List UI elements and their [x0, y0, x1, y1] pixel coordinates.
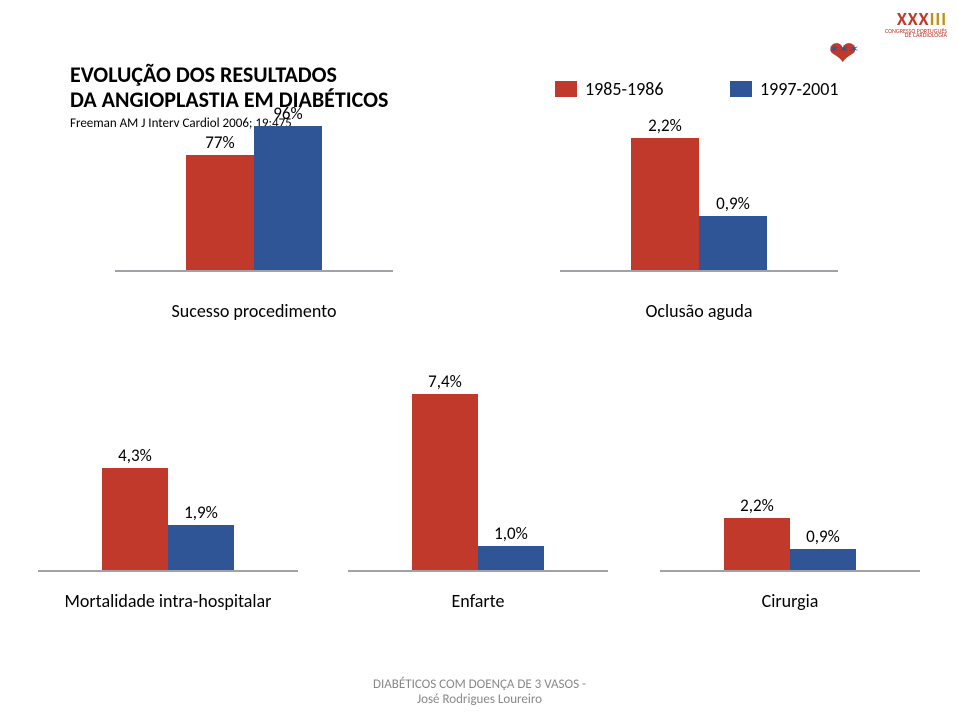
caption: Mortalidade intra-hospitalar: [38, 590, 298, 612]
bar-a-label: 7,4%: [412, 371, 478, 394]
bar-b: 96%: [254, 126, 322, 270]
slide-title: EVOLUÇÃO DOS RESULTADOS DA ANGIOPLASTIA …: [70, 62, 388, 113]
bar-a: 4,3%: [102, 468, 168, 570]
event-logo: XXXIII CONGRESSO PORTUGUÊS DE CARDIOLOGI…: [827, 8, 947, 72]
bar-a-label: 2,2%: [631, 115, 699, 138]
slide: { "colors": { "series_a": "#c0392b", "se…: [0, 0, 959, 716]
legend-a: 1985-1986: [555, 78, 664, 100]
footer-line1: DIABÉTICOS COM DOENÇA DE 3 VASOS -: [0, 677, 959, 693]
chart-oclusao: 2,2% 0,9% Oclusão aguda: [560, 120, 838, 340]
legend-a-label: 1985-1986: [585, 78, 664, 100]
bar-b: 1,0%: [478, 546, 544, 570]
bar-b: 0,9%: [790, 549, 856, 570]
legend-b: 1997-2001: [730, 78, 839, 100]
title-line1: EVOLUÇÃO DOS RESULTADOS: [70, 62, 388, 87]
chart-mortalidade: 4,3% 1,9% Mortalidade intra-hospitalar: [38, 380, 298, 630]
slide-footer: DIABÉTICOS COM DOENÇA DE 3 VASOS - José …: [0, 677, 959, 708]
people-icon: ✶✶✶: [829, 42, 859, 57]
bar-b-label: 0,9%: [699, 193, 767, 216]
caption: Cirurgia: [660, 590, 920, 612]
x-axis: [560, 270, 838, 272]
bar-b-label: 96%: [254, 103, 322, 126]
bars: 77% 96%: [115, 120, 393, 270]
bar-a-label: 2,2%: [724, 495, 790, 518]
x-axis: [115, 270, 393, 272]
chart-enfarte: 7,4% 1,0% Enfarte: [348, 380, 608, 630]
bar-b: 1,9%: [168, 525, 234, 570]
bars: 4,3% 1,9%: [38, 380, 298, 570]
bar-a-label: 77%: [186, 132, 254, 155]
caption: Enfarte: [348, 590, 608, 612]
bar-b: 0,9%: [699, 216, 767, 270]
bar-a: 77%: [186, 155, 254, 271]
chart-cirurgia: 2,2% 0,9% Cirurgia: [660, 380, 920, 630]
bar-a: 2,2%: [631, 138, 699, 270]
legend-b-swatch: [730, 81, 752, 97]
caption: Oclusão aguda: [560, 300, 838, 322]
bar-a: 2,2%: [724, 518, 790, 570]
chart-sucesso: 77% 96% Sucesso procedimento: [115, 120, 393, 340]
x-axis: [38, 570, 298, 572]
footer-line2: José Rodrigues Loureiro: [0, 692, 959, 708]
title-line2: DA ANGIOPLASTIA EM DIABÉTICOS: [70, 87, 388, 112]
caption: Sucesso procedimento: [115, 300, 393, 322]
bar-b-label: 1,0%: [478, 523, 544, 546]
legend-a-swatch: [555, 81, 577, 97]
legend-b-label: 1997-2001: [760, 78, 839, 100]
bar-b-label: 0,9%: [790, 526, 856, 549]
x-axis: [348, 570, 608, 572]
x-axis: [660, 570, 920, 572]
bar-b-label: 1,9%: [168, 502, 234, 525]
bars: 2,2% 0,9%: [660, 380, 920, 570]
bar-a: 7,4%: [412, 394, 478, 570]
bars: 2,2% 0,9%: [560, 120, 838, 270]
bars: 7,4% 1,0%: [348, 380, 608, 570]
bar-a-label: 4,3%: [102, 445, 168, 468]
